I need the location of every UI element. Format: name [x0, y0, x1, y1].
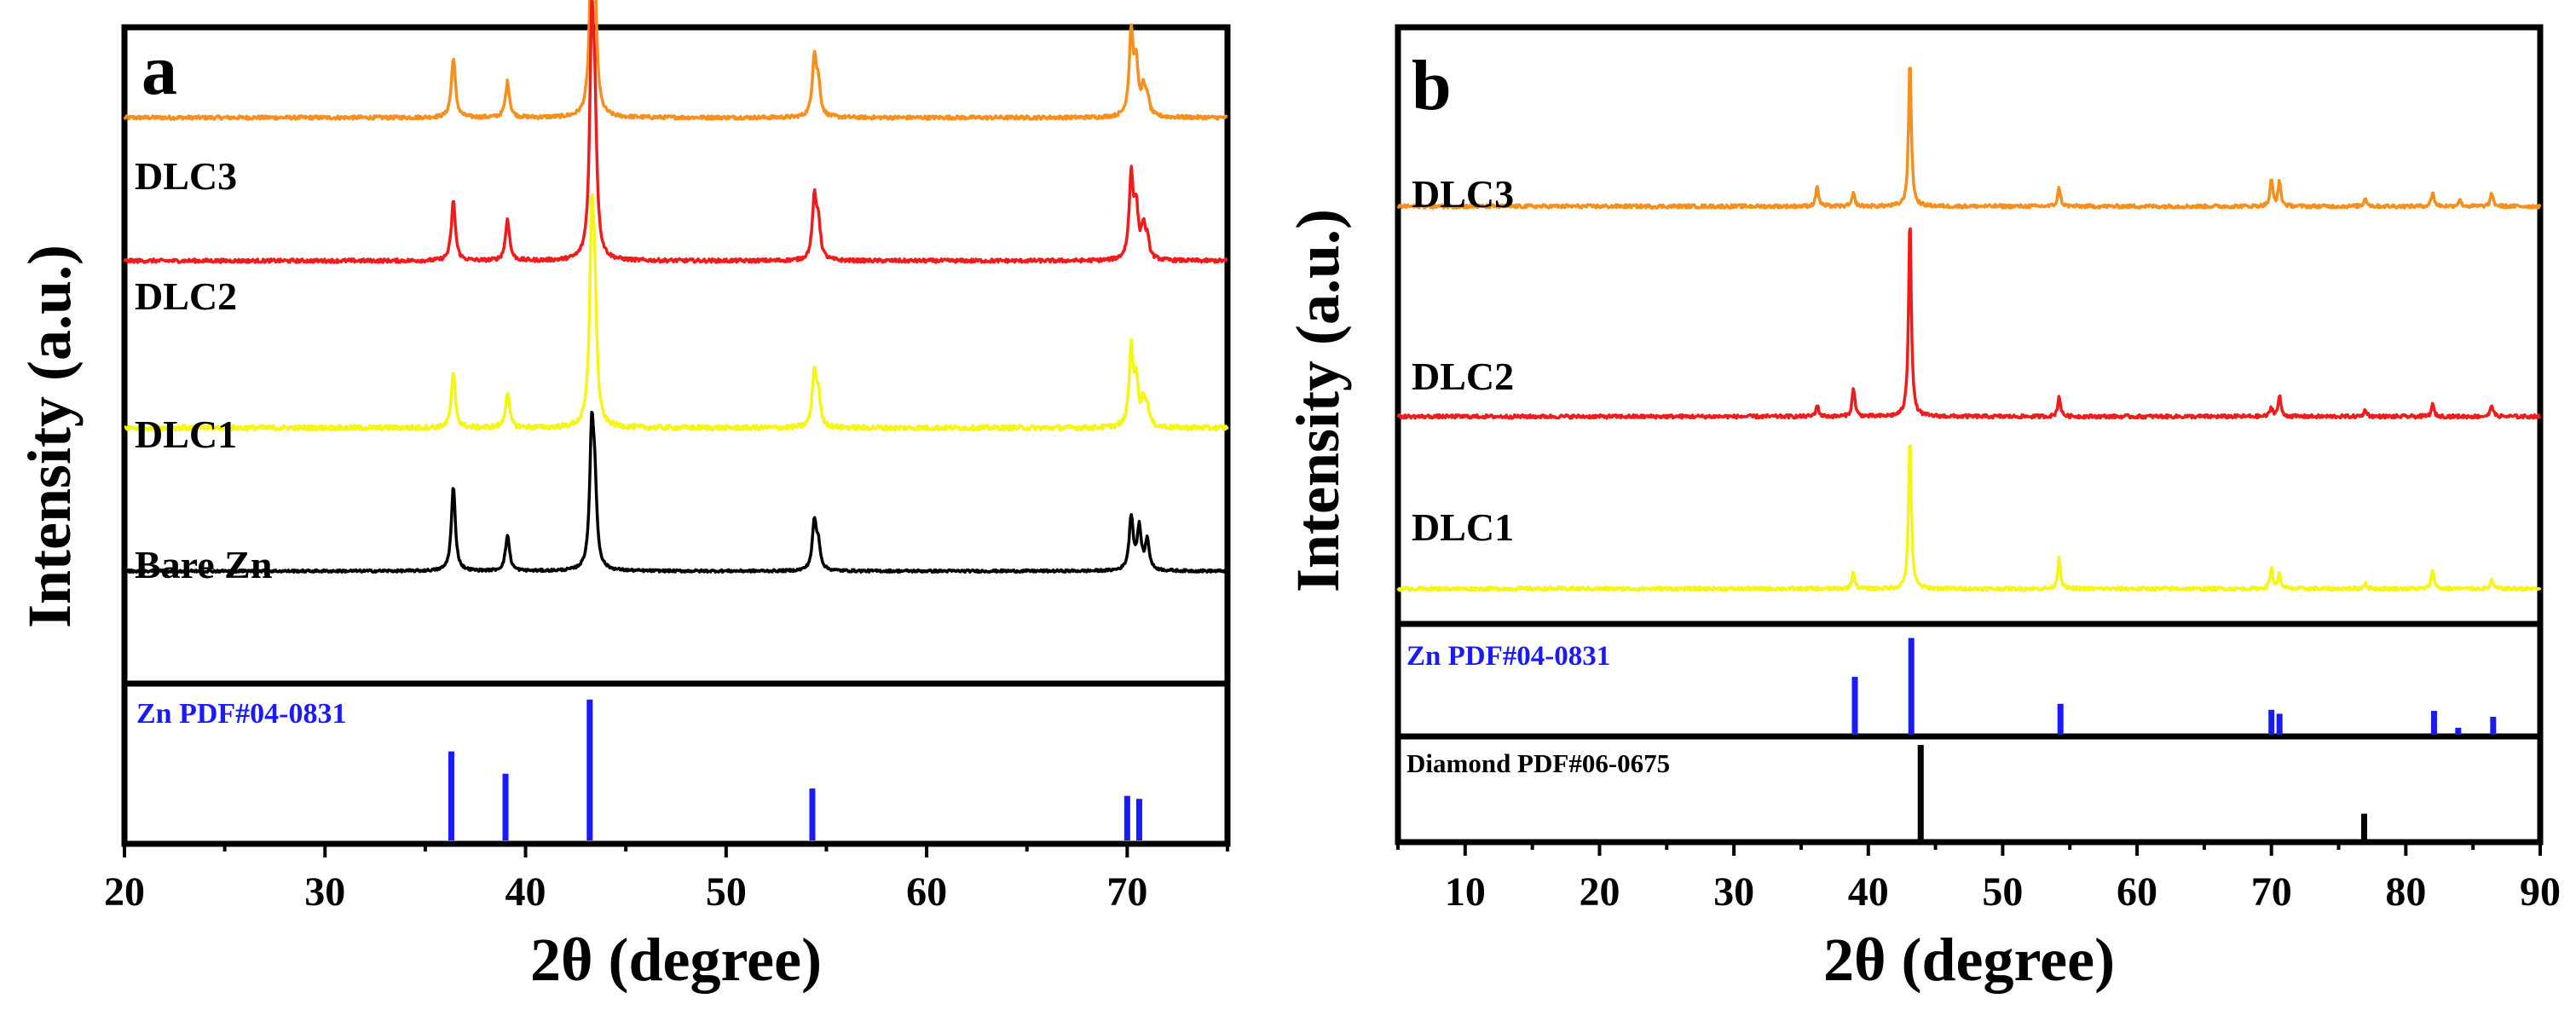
- x-tick-label: 10: [1445, 869, 1486, 915]
- trace-dlc1: [1396, 444, 2542, 592]
- x-tick-label: 20: [104, 869, 145, 915]
- panel-b: b 10 20 30 40 50 60 70 80 90 DLC3 DLC2 DLC1 Zn P…: [1284, 24, 2561, 994]
- panel-a-upper-frame: [121, 24, 1231, 687]
- x-tick-label: 30: [304, 869, 345, 915]
- panel-b-trace-label-dlc3: DLC3: [1412, 172, 1514, 216]
- panel-b-reference-lines: [1851, 638, 2497, 840]
- x-tick-label: 60: [2117, 869, 2157, 915]
- x-tick-label: 30: [1713, 869, 1754, 915]
- panel-b-lower-frame: [1395, 733, 2544, 846]
- panel-a: a 20 30 40 50 60 70 DLC3 DLC2 DLC1 Bare Zn Zn…: [15, 0, 1231, 994]
- panel-b-trace-label-dlc1: DLC1: [1412, 505, 1514, 549]
- x-tick-label: 90: [2520, 869, 2561, 915]
- panel-b-reference-label-zn: Zn PDF#04-0831: [1406, 641, 1610, 672]
- trace-dlc2: [1396, 227, 2541, 420]
- panel-a-y-axis-label: Intensity (a.u.): [15, 245, 84, 628]
- x-tick-label: 50: [1982, 869, 2023, 915]
- panel-a-trace-label-dlc3: DLC3: [135, 154, 237, 198]
- panel-b-upper-frame: [1395, 24, 2544, 627]
- x-tick-label: 50: [706, 869, 747, 915]
- panel-b-trace-label-dlc2: DLC2: [1412, 355, 1514, 398]
- panel-b-x-axis-label: 2θ (degree): [1823, 926, 2115, 994]
- x-tick-label: 80: [2385, 869, 2426, 915]
- panel-a-traces: [123, 0, 1229, 574]
- x-tick-label: 60: [906, 869, 947, 915]
- x-tick-label: 40: [505, 869, 546, 915]
- x-tick-label: 70: [1106, 869, 1147, 915]
- trace-dlc3: [1396, 66, 2542, 210]
- panel-a-label: a: [142, 31, 177, 110]
- trace-dlc1: [124, 193, 1229, 432]
- x-tick-label: 20: [1579, 869, 1620, 915]
- trace-bare-zn: [123, 410, 1228, 574]
- x-tick-label: 70: [2251, 869, 2292, 915]
- panel-a-trace-label-dlc1: DLC1: [135, 413, 237, 456]
- trace-dlc3: [123, 0, 1228, 121]
- panel-a-x-ticks: 20 30 40 50 60 70: [104, 844, 1229, 915]
- panel-b-label: b: [1412, 46, 1452, 125]
- panel-a-reference-lines: [448, 699, 1142, 840]
- panel-a-lower-frame: [121, 680, 1231, 847]
- panel-b-reference-label-diamond: Diamond PDF#06-0675: [1406, 748, 1670, 778]
- panel-a-trace-label-dlc2: DLC2: [135, 274, 237, 318]
- panel-b-x-ticks: 10 20 30 40 50 60 70 80 90: [1396, 842, 2561, 915]
- panel-a-x-axis-label: 2θ (degree): [530, 926, 822, 994]
- panel-a-trace-label-bare-zn: Bare Zn: [135, 543, 272, 586]
- panel-b-y-axis-label: Intensity (a.u.): [1284, 209, 1352, 592]
- x-tick-label: 40: [1848, 869, 1889, 915]
- trace-dlc2: [123, 0, 1228, 264]
- panel-a-reference-label: Zn PDF#04-0831: [136, 698, 347, 730]
- panel-b-traces: [1396, 66, 2542, 592]
